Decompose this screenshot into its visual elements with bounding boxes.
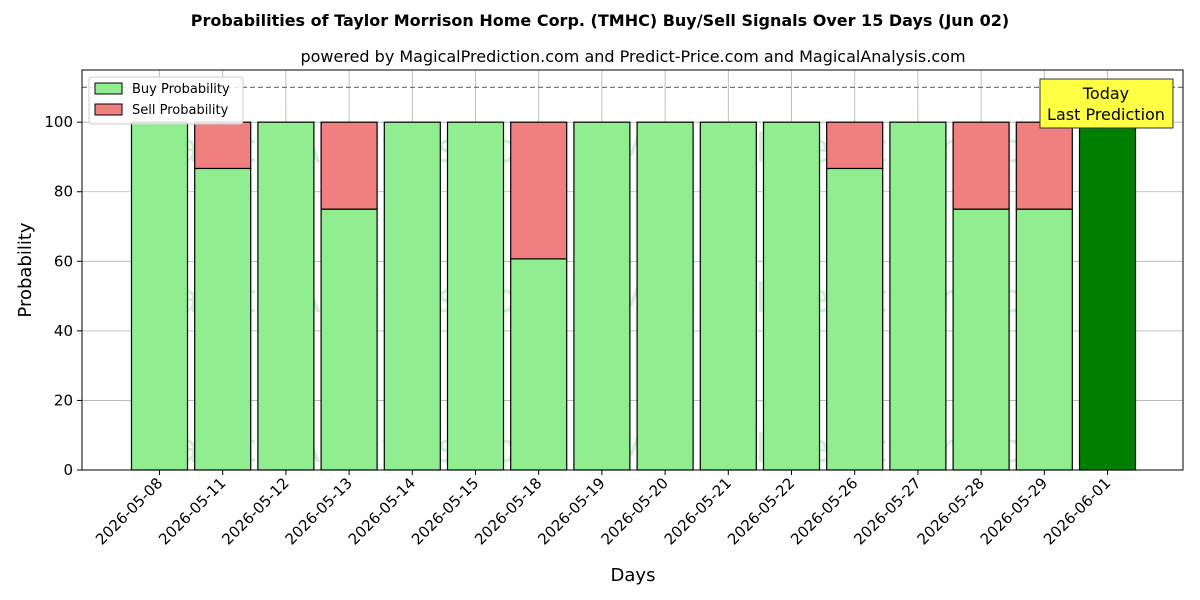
legend-box [88,76,244,125]
x-tick-label: 2026-05-11 [155,474,229,548]
bar-sell-probability [952,121,1010,210]
bar-sell-probability [510,121,568,260]
x-axis-label: Days [611,565,656,586]
bar-buy-probability [383,121,441,471]
bar-buy-probability [636,121,694,471]
x-tick-label: 2026-05-14 [345,474,419,548]
x-tick-label: 2026-05-19 [534,474,608,548]
bar-sell-probability [1015,121,1073,210]
bar-sell-probability [194,121,252,170]
bar-sell-probability [320,121,378,210]
x-tick-label: 2026-05-29 [977,474,1051,548]
x-tick-label: 2026-05-27 [850,474,924,548]
bar-buy-probability [446,121,505,471]
chart-subtitle: powered by MagicalPrediction.com and Pre… [300,47,965,66]
bar-buy-probability [510,258,568,471]
x-tick-label: 2026-05-22 [724,474,798,548]
annotation-text: Last Prediction [1047,105,1165,124]
chart-title: Probabilities of Taylor Morrison Home Co… [191,11,1009,30]
y-tick-label: 20 [54,391,73,409]
plot-area-frame [81,69,1184,471]
annotation-text: Today [1082,84,1129,103]
bar-buy-probability [889,121,947,471]
legend-swatch [94,82,123,95]
bar-sell-probability [826,121,884,170]
bar-buy-probability [573,121,631,471]
bars [130,121,1137,471]
x-tick-label: 2026-05-21 [661,474,735,548]
legend-label: Sell Probability [132,103,229,118]
x-tick-label: 2026-05-28 [914,474,988,548]
x-tick-label: 2026-05-26 [787,474,861,548]
bar-buy-probability [1078,121,1137,471]
bar-buy-probability [762,121,821,471]
bar-buy-probability [320,208,378,471]
bar-buy-probability [194,167,252,471]
x-tick-label: 2026-05-18 [471,474,545,548]
x-tick-label: 2026-05-20 [598,474,672,548]
legend-swatch [94,103,123,116]
bar-buy-probability [699,121,757,471]
bar-buy-probability [952,208,1010,471]
y-tick-label: 60 [54,252,73,270]
x-tick-label: 2026-05-08 [92,474,166,548]
today-annotation: Today Last Prediction [1039,78,1174,129]
y-tick-label: 40 [54,322,73,340]
y-tick-label: 100 [44,113,73,131]
annotation-box [1039,78,1174,129]
bar-buy-probability [826,167,884,471]
y-axis-label: Probability [15,222,36,317]
bar-buy-probability [130,121,189,471]
bar-buy-probability [257,121,315,471]
y-axis: 0 20 40 60 80 100 [44,113,82,479]
x-axis: 2026-05-082026-05-112026-05-122026-05-13… [92,470,1114,548]
x-tick-label: 2026-05-12 [218,474,292,548]
legend: Buy Probability Sell Probability [88,76,244,125]
legend-label: Buy Probability [132,82,230,97]
y-tick-label: 0 [63,461,73,479]
bar-buy-probability [1015,208,1073,471]
x-tick-label: 2026-05-15 [408,474,482,548]
x-tick-label: 2026-05-13 [282,474,356,548]
x-tick-label: 2026-06-01 [1040,474,1114,548]
y-tick-label: 80 [54,183,73,201]
